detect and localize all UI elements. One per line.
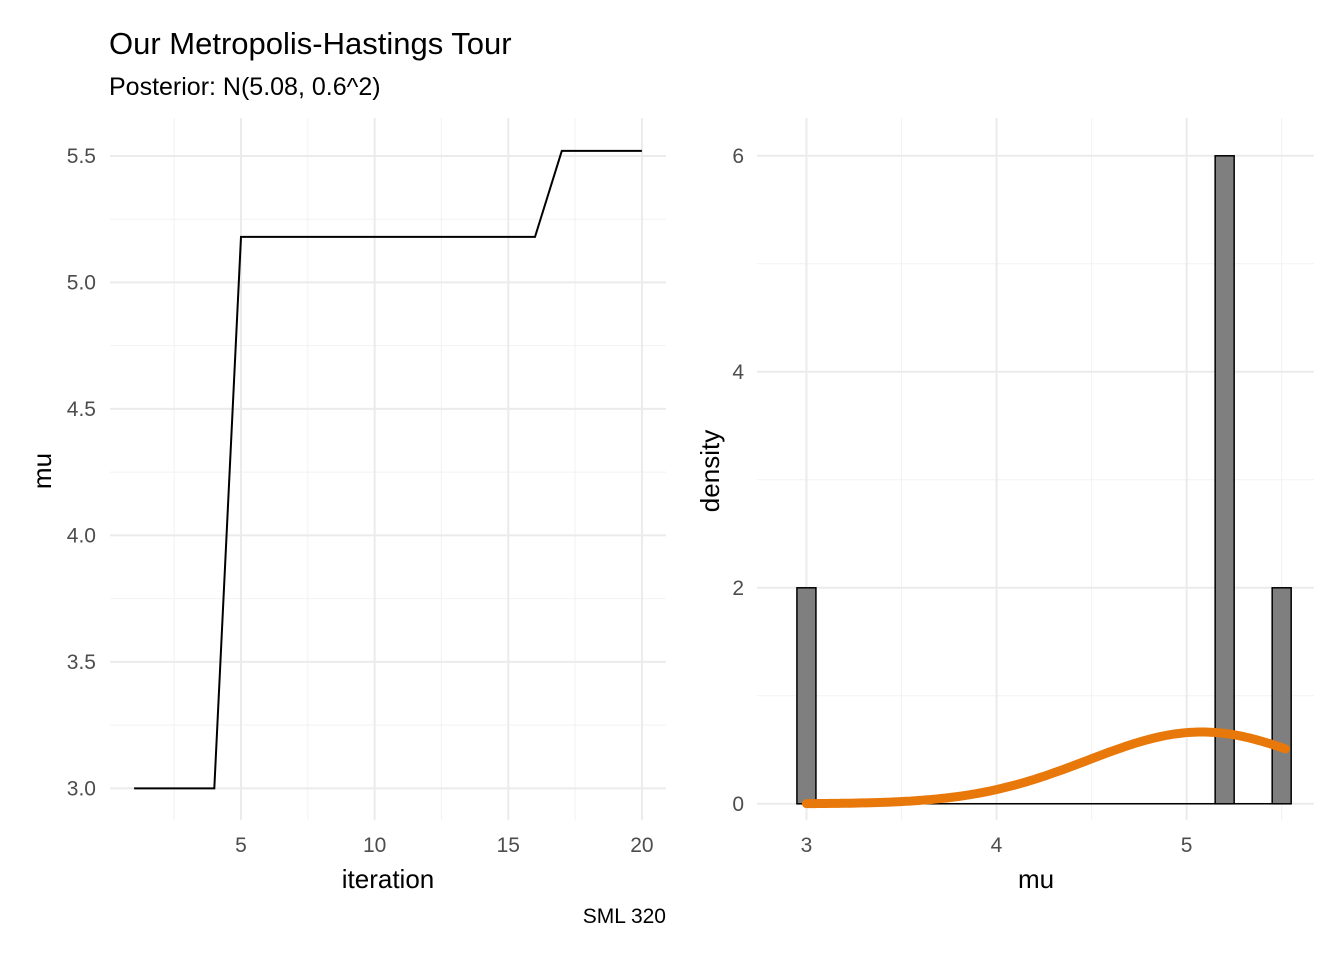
trace-x-tick-label: 15: [497, 834, 520, 857]
histogram-x-tick-label: 5: [1181, 834, 1193, 857]
chart-caption: SML 320: [582, 905, 666, 928]
histogram-bar: [796, 587, 817, 805]
histogram-plot: 3 4 5 0 2 4 6 mu density: [695, 118, 1314, 894]
trace-y-tick-label: 5.0: [67, 271, 96, 294]
histogram-bar: [1214, 155, 1235, 805]
trace-y-tick-label: 3.5: [67, 651, 96, 674]
trace-x-tick-label: 20: [630, 834, 653, 857]
trace-x-ticks: 5 10 15 20: [235, 834, 653, 857]
density-curve: [801, 727, 1290, 809]
histogram-x-axis-title: mu: [1018, 864, 1054, 894]
histogram-y-tick-label: 6: [732, 145, 744, 168]
trace-y-tick-label: 4.0: [67, 524, 96, 547]
histogram-y-tick-label: 0: [732, 793, 744, 816]
chart-subtitle: Posterior: N(5.08, 0.6^2): [109, 73, 381, 101]
trace-y-ticks: 3.0 3.5 4.0 4.5 5.0 5.5: [67, 145, 96, 800]
trace-y-tick-label: 5.5: [67, 145, 96, 168]
histogram-x-tick-label: 3: [801, 834, 813, 857]
histogram-y-tick-label: 2: [732, 577, 744, 600]
histogram-x-tick-label: 4: [991, 834, 1003, 857]
trace-y-tick-label: 3.0: [67, 777, 96, 800]
trace-plot-grid: [110, 118, 666, 820]
trace-x-axis-title: iteration: [342, 864, 435, 894]
chart-title: Our Metropolis-Hastings Tour: [109, 26, 512, 61]
trace-x-tick-label: 5: [235, 834, 247, 857]
histogram-x-ticks: 3 4 5: [801, 834, 1193, 857]
trace-y-tick-label: 4.5: [67, 398, 96, 421]
histogram-y-axis-title: density: [695, 430, 725, 512]
trace-y-axis-title: mu: [27, 453, 57, 489]
trace-plot: 5 10 15 20 3.0 3.5 4.0 4.5 5.0 5.5 iteration mu: [27, 118, 666, 894]
histogram-bars: [796, 155, 1292, 805]
histogram-bar: [1271, 587, 1292, 805]
trace-x-tick-label: 10: [363, 834, 386, 857]
histogram-y-ticks: 0 2 4 6: [732, 145, 744, 816]
histogram-y-tick-label: 4: [732, 361, 744, 384]
trace-line: [134, 149, 642, 790]
